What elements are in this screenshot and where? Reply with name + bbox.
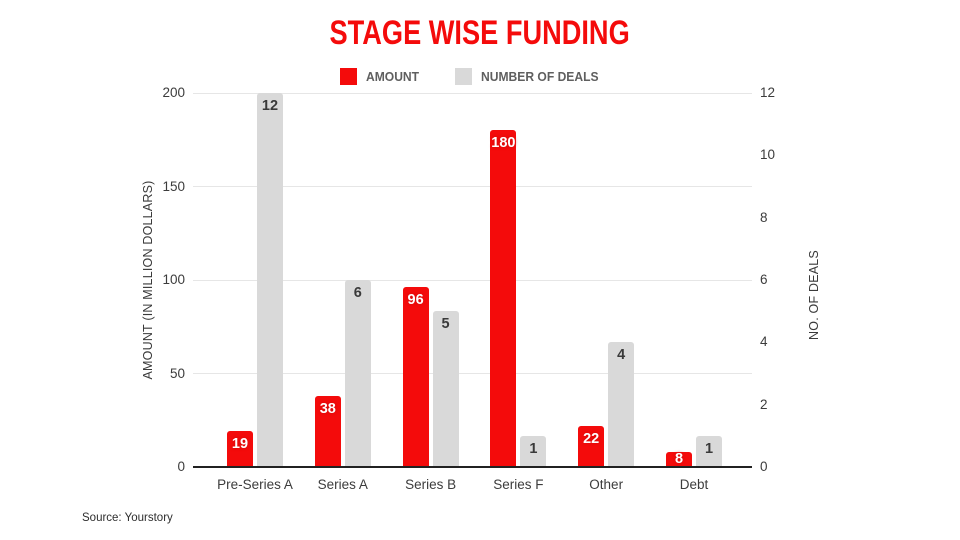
- value-label-number-of-deals-other: 4: [617, 347, 626, 364]
- bar-amount-pre-series-a: [227, 431, 253, 467]
- right-axis-tick-label: 4: [760, 334, 768, 350]
- legend-swatch-amount: [339, 67, 357, 85]
- value-label-number-of-deals-pre-series-a: 12: [261, 98, 279, 114]
- value-label-amount-debt: 8: [674, 451, 684, 468]
- right-axis-tick-label: 12: [760, 85, 776, 100]
- left-axis-tick-label: 0: [177, 459, 185, 474]
- value-label-amount-series-b: 96: [407, 292, 424, 309]
- left-axis-tick-label: 100: [162, 272, 185, 287]
- left-axis-tick-label: 50: [169, 365, 185, 381]
- value-label-amount-series-f: 180: [491, 135, 516, 152]
- category-label-series-a: Series A: [317, 477, 368, 492]
- category-label-series-b: Series B: [405, 477, 457, 492]
- right-axis-tick-label: 2: [760, 396, 768, 412]
- legend-label-amount: AMOUNT: [365, 68, 419, 84]
- bar-number-of-deals-pre-series-a: [257, 93, 283, 467]
- category-label-debt: Debt: [679, 477, 709, 492]
- bar-amount-series-a: [314, 395, 341, 467]
- left-axis-tick-label: 150: [162, 178, 185, 194]
- bar-number-of-deals-debt: [696, 435, 722, 467]
- gridline: [193, 186, 752, 187]
- left-axis-title: AMOUNT (IN MILLION DOLLARS): [141, 180, 155, 380]
- source-note: Source: Yourstory: [82, 512, 173, 524]
- x-axis-line: [193, 466, 752, 468]
- right-axis-tick-label: 8: [760, 209, 768, 225]
- legend: AMOUNT NUMBER OF DEALS: [195, 66, 752, 86]
- legend-label-number-of-deals: NUMBER OF DEALS: [480, 68, 599, 84]
- category-label-other: Other: [589, 477, 624, 492]
- value-label-number-of-deals-series-b: 5: [441, 316, 450, 333]
- right-axis-tick-label: 0: [760, 459, 768, 474]
- value-label-amount-other: 22: [583, 430, 600, 447]
- bar-number-of-deals-series-a: [344, 280, 371, 467]
- bar-amount-series-b: [402, 287, 429, 467]
- value-label-number-of-deals-debt: 1: [704, 440, 714, 457]
- bar-amount-series-f: [490, 130, 517, 467]
- gridline: [193, 373, 752, 374]
- legend-swatch-number-of-deals: [454, 67, 472, 85]
- legend-item-number-of-deals: NUMBER OF DEALS: [454, 67, 607, 85]
- right-axis-tick-label: 6: [760, 272, 768, 287]
- chart-title: STAGE WISE FUNDING: [0, 14, 960, 52]
- bar-number-of-deals-series-f: [520, 435, 547, 467]
- value-label-number-of-deals-series-f: 1: [529, 440, 538, 457]
- value-label-number-of-deals-series-a: 6: [353, 285, 362, 301]
- legend-item-amount: AMOUNT: [339, 67, 423, 85]
- left-axis-tick-label: 200: [162, 85, 185, 100]
- bar-amount-other: [578, 425, 605, 467]
- value-label-amount-pre-series-a: 19: [231, 436, 249, 453]
- category-label-series-f: Series F: [493, 477, 544, 492]
- bar-number-of-deals-other: [608, 342, 635, 467]
- chart-title-text: STAGE WISE FUNDING: [329, 14, 631, 52]
- gridline: [193, 92, 752, 94]
- value-label-amount-series-a: 38: [319, 400, 336, 417]
- bar-amount-debt: [666, 452, 692, 467]
- right-axis-tick-label: 10: [760, 147, 776, 163]
- gridline: [193, 279, 752, 281]
- right-axis-title: NO. OF DEALS: [807, 250, 821, 340]
- bar-number-of-deals-series-b: [432, 311, 459, 467]
- category-label-pre-series-a: Pre-Series A: [217, 477, 293, 492]
